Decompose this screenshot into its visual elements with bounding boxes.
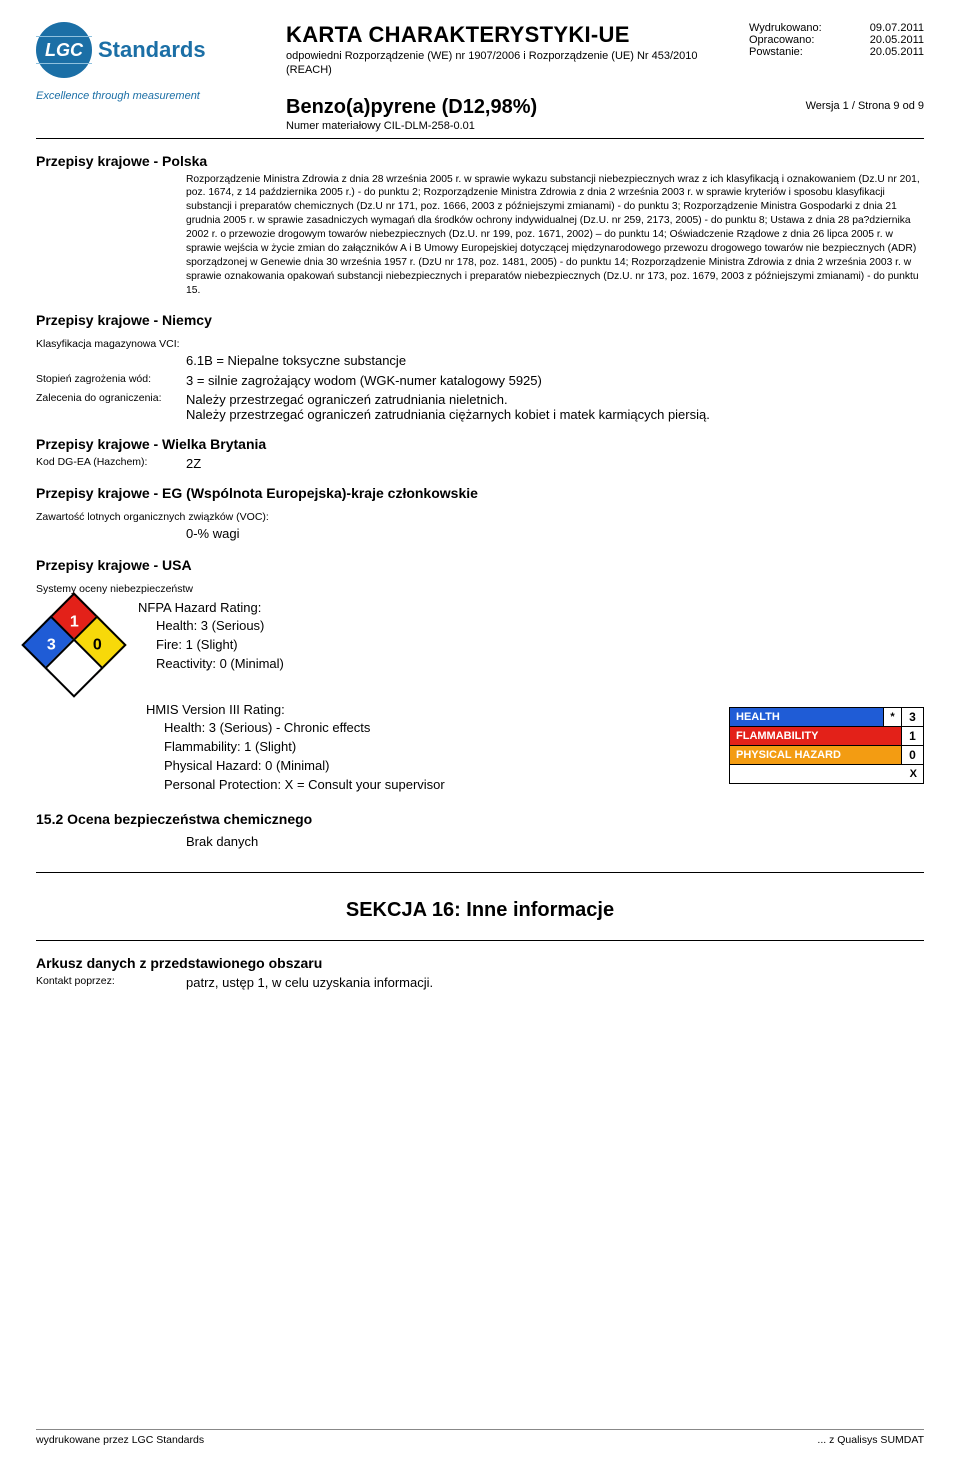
sec16-divider-top (36, 872, 924, 873)
heading-poland: Przepisy krajowe - Polska (36, 153, 924, 169)
nfpa-fire-val: 1 (70, 613, 79, 631)
hmis-box: HEALTH * 3 FLAMMABILITY 1 PHYSICAL HAZAR… (729, 707, 924, 784)
heading-eg: Przepisy krajowe - EG (Wspólnota Europej… (36, 485, 924, 501)
contact-row: Kontakt poprzez: patrz, ustęp 1, w celu … (36, 975, 924, 990)
vci-label: Klasyfikacja magazynowa VCI: (36, 338, 924, 350)
footer: wydrukowane przez LGC Standards ... z Qu… (36, 1429, 924, 1446)
doc-subtitle: odpowiedni Rozporządzenie (WE) nr 1907/2… (286, 50, 737, 78)
sec152-value: Brak danych (186, 833, 924, 851)
hmis-pp-line: Personal Protection: X = Consult your su… (164, 776, 445, 795)
hmis-phys-num: 0 (901, 746, 923, 764)
meta-block: Wydrukowano: 09.07.2011 Opracowano: 20.0… (749, 22, 924, 112)
meta-origin-val: 20.05.2011 (870, 46, 924, 58)
hmis-health-row: HEALTH * 3 (730, 708, 923, 726)
footer-right: ... z Qualisys SUMDAT (817, 1434, 924, 1446)
heading-152: 15.2 Ocena bezpieczeństwa chemicznego (36, 811, 924, 827)
wgk-value: 3 = silnie zagrożający wodom (WGK-numer … (186, 373, 542, 388)
nfpa-title: NFPA Hazard Rating: (138, 599, 284, 618)
hmis-text: HMIS Version III Rating: Health: 3 (Seri… (146, 701, 445, 795)
hmis-x: X (730, 764, 923, 783)
dg-value: 2Z (186, 456, 201, 471)
restr-label: Zalecenia do ograniczenia: (36, 392, 186, 404)
sec16-divider-bottom (36, 940, 924, 941)
wgk-row: Stopień zagrożenia wód: 3 = silnie zagro… (36, 373, 924, 388)
meta-origin: Powstanie: 20.05.2011 (749, 46, 924, 58)
standards-label: Standards (98, 37, 206, 63)
restr-row: Zalecenia do ograniczenia: Należy przest… (36, 392, 924, 422)
logo-block: LGC Standards Excellence through measure… (36, 22, 286, 102)
header-divider (36, 138, 924, 139)
heading-uk: Przepisy krajowe - Wielka Brytania (36, 436, 924, 452)
voc-label: Zawartość lotnych organicznych związków … (36, 511, 924, 523)
version: Wersja 1 / Strona 9 od 9 (749, 100, 924, 112)
meta-printed: Wydrukowano: 09.07.2011 (749, 22, 924, 34)
hmis-health-label: HEALTH (730, 708, 883, 726)
restr-value: Należy przestrzegać ograniczeń zatrudnia… (186, 392, 710, 422)
nfpa-fire-line: Fire: 1 (Slight) (156, 636, 284, 655)
restr-line1: Należy przestrzegać ograniczeń zatrudnia… (186, 392, 710, 407)
hmis-flam-num: 1 (901, 727, 923, 745)
dg-label: Kod DG-EA (Hazchem): (36, 456, 186, 468)
sys-label: Systemy oceny niebezpieczeństw (36, 583, 924, 595)
hmis-health-num: 3 (901, 708, 923, 726)
heading-germany: Przepisy krajowe - Niemcy (36, 312, 924, 328)
doc-title: KARTA CHARAKTERYSTYKI-UE (286, 22, 737, 48)
hmis-flex: HMIS Version III Rating: Health: 3 (Seri… (36, 701, 924, 795)
poland-text: Rozporządzenie Ministra Zdrowia z dnia 2… (186, 173, 924, 298)
footer-left: wydrukowane przez LGC Standards (36, 1434, 204, 1446)
contact-value: patrz, ustęp 1, w celu uzyskania informa… (186, 975, 433, 990)
nfpa-text: NFPA Hazard Rating: Health: 3 (Serious) … (138, 599, 284, 674)
hmis-flam-line: Flammability: 1 (Slight) (164, 738, 445, 757)
hmis-health-star: * (883, 708, 901, 726)
meta-printed-val: 09.07.2011 (870, 22, 924, 34)
wgk-label: Stopień zagrożenia wód: (36, 373, 186, 385)
vci-value: 6.1B = Niepalne toksyczne substancje (186, 352, 924, 370)
hmis-title: HMIS Version III Rating: (146, 701, 445, 720)
contact-label: Kontakt poprzez: (36, 975, 186, 987)
logo-text: LGC (45, 40, 83, 61)
voc-value: 0-% wagi (186, 525, 924, 543)
nfpa-diamond: 1 3 0 (28, 599, 120, 691)
hmis-flam-row: FLAMMABILITY 1 (730, 726, 923, 745)
nfpa-react-val: 0 (93, 636, 102, 654)
restr-line2: Należy przestrzegać ograniczeń zatrudnia… (186, 407, 710, 422)
meta-prepared: Opracowano: 20.05.2011 (749, 34, 924, 46)
header: LGC Standards Excellence through measure… (36, 22, 924, 132)
hmis-flam-label: FLAMMABILITY (730, 727, 901, 745)
nfpa-health-val: 3 (47, 636, 56, 654)
nfpa-wrap: 1 3 0 NFPA Hazard Rating: Health: 3 (Ser… (36, 599, 924, 691)
logo-icon: LGC (36, 22, 92, 78)
meta-printed-label: Wydrukowano: (749, 22, 822, 34)
product-name: Benzo(a)pyrene (D12,98%) (286, 96, 737, 119)
sec16-sub: Arkusz danych z przedstawionego obszaru (36, 955, 924, 971)
hmis-phys-row: PHYSICAL HAZARD 0 (730, 745, 923, 764)
page: LGC Standards Excellence through measure… (0, 0, 960, 1464)
material-number: Numer materiałowy CIL-DLM-258-0.01 (286, 120, 737, 132)
nfpa-health-line: Health: 3 (Serious) (156, 617, 284, 636)
tagline: Excellence through measurement (36, 90, 286, 102)
sec16-title: SEKCJA 16: Inne informacje (36, 899, 924, 922)
hmis-health-line: Health: 3 (Serious) - Chronic effects (164, 719, 445, 738)
title-block: KARTA CHARAKTERYSTYKI-UE odpowiedni Rozp… (286, 22, 749, 132)
meta-prepared-val: 20.05.2011 (870, 34, 924, 46)
meta-prepared-label: Opracowano: (749, 34, 814, 46)
meta-origin-label: Powstanie: (749, 46, 803, 58)
hmis-phys-label: PHYSICAL HAZARD (730, 746, 901, 764)
dg-row: Kod DG-EA (Hazchem): 2Z (36, 456, 924, 471)
logo-row: LGC Standards (36, 22, 286, 78)
nfpa-react-line: Reactivity: 0 (Minimal) (156, 655, 284, 674)
hmis-phys-line: Physical Hazard: 0 (Minimal) (164, 757, 445, 776)
heading-usa: Przepisy krajowe - USA (36, 557, 924, 573)
